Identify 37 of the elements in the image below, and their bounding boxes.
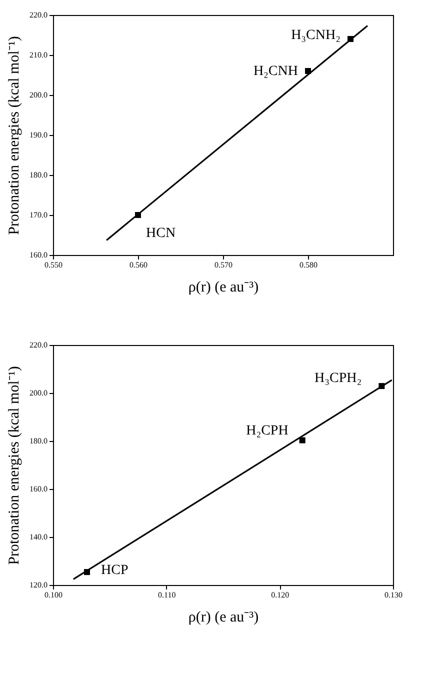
y-tick-label: 160.0: [30, 250, 48, 260]
y-tick-label: 220.0: [30, 340, 48, 350]
y-axis-title: Protonation energies (kcal mol⁻¹): [6, 36, 22, 235]
x-tick-label: 0.580: [300, 260, 318, 270]
y-tick-label: 120.0: [30, 580, 48, 590]
y-tick-label: 190.0: [30, 130, 48, 140]
x-tick-label: 0.100: [44, 590, 62, 600]
annotation: H₃CNH₂: [291, 28, 341, 43]
annotation: HCP: [101, 563, 128, 578]
annotation: H₂CNH: [253, 64, 298, 79]
point: [348, 36, 354, 42]
x-tick-label: 0.550: [44, 260, 62, 270]
point: [299, 437, 306, 444]
y-tick-label: 160.0: [30, 484, 48, 494]
annotation: H₂CPH: [246, 423, 288, 438]
y-tick-label: 210.0: [30, 50, 48, 60]
y-tick-label: 140.0: [30, 532, 48, 542]
x-axis-title: ρ(r) (e au⁻³): [188, 280, 259, 296]
y-tick-label: 200.0: [30, 90, 48, 100]
annotation: HCN: [146, 226, 176, 241]
x-axis-title: ρ(r) (e au⁻³): [188, 610, 259, 626]
point: [135, 212, 141, 218]
x-tick-label: 0.110: [158, 590, 176, 600]
y-tick-label: 180.0: [30, 170, 48, 180]
point: [84, 569, 90, 576]
y-axis-title: Protonation energies (kcal mol⁻¹): [6, 366, 22, 565]
x-tick-label: 0.560: [130, 260, 148, 270]
y-tick-label: 220.0: [30, 10, 48, 20]
x-tick-label: 0.130: [384, 590, 402, 600]
point: [305, 68, 311, 74]
y-tick-label: 200.0: [30, 388, 48, 398]
y-tick-label: 170.0: [30, 210, 48, 220]
y-tick-label: 180.0: [30, 436, 48, 446]
x-tick-label: 0.570: [214, 260, 232, 270]
point: [378, 383, 385, 390]
annotation: H₃CPH₂: [314, 371, 362, 386]
x-tick-label: 0.120: [271, 590, 290, 600]
